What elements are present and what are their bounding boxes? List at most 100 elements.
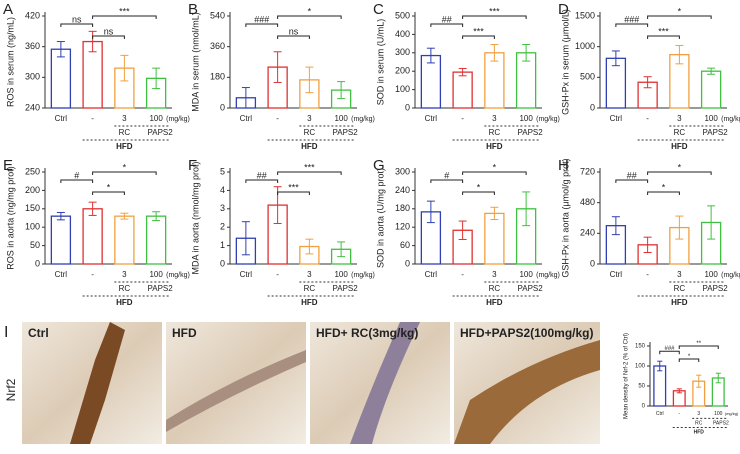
subgroup-label: RC bbox=[674, 284, 686, 293]
x-tick-label: 3 bbox=[697, 411, 700, 417]
dose-unit: (mg/kg) bbox=[721, 272, 740, 279]
significance-bracket bbox=[60, 23, 94, 27]
x-tick-label: Ctrl bbox=[656, 411, 664, 417]
significance-label: *** bbox=[489, 6, 500, 16]
bar bbox=[452, 71, 473, 109]
subgroup-label: RC bbox=[695, 420, 703, 426]
x-tick-label: Ctrl bbox=[240, 270, 253, 279]
y-tick-label: 480 bbox=[580, 197, 595, 207]
x-tick-label: Ctrl bbox=[55, 270, 68, 279]
y-tick-label: 300 bbox=[395, 47, 410, 57]
y-tick-label: 1 bbox=[220, 240, 225, 250]
subgroup-label: PAPS2 bbox=[148, 284, 174, 293]
x-tick-label: - bbox=[646, 114, 649, 123]
significance-label: * bbox=[678, 6, 682, 16]
significance-bracket bbox=[647, 171, 712, 175]
significance-bracket bbox=[277, 35, 310, 39]
x-tick-label: 3 bbox=[307, 270, 312, 279]
tissue bbox=[350, 322, 420, 444]
x-tick-label: - bbox=[678, 411, 680, 417]
y-tick-label: 180 bbox=[395, 203, 410, 213]
group-label: HFD bbox=[301, 298, 318, 307]
y-tick-label: 360 bbox=[210, 41, 225, 51]
significance-bracket bbox=[615, 23, 649, 27]
x-tick-label: 100 bbox=[149, 270, 163, 279]
significance-label: ## bbox=[257, 170, 267, 180]
subgroup-label: PAPS2 bbox=[518, 284, 544, 293]
x-tick-label: 100 bbox=[519, 270, 533, 279]
x-tick-label: 100 bbox=[704, 114, 718, 123]
panel-letter: G bbox=[373, 157, 385, 174]
significance-label: ns bbox=[72, 14, 82, 24]
y-tick-label: 120 bbox=[395, 222, 410, 232]
dose-unit: (mg/kg) bbox=[536, 116, 560, 123]
y-tick-label: 240 bbox=[25, 102, 40, 112]
significance-label: ### bbox=[664, 346, 675, 352]
significance-bracket bbox=[92, 35, 125, 39]
significance-bracket bbox=[430, 179, 464, 183]
y-tick-label: 0 bbox=[590, 102, 595, 112]
x-tick-label: 100 bbox=[714, 411, 723, 417]
y-tick-label: 2 bbox=[220, 222, 225, 232]
subgroup-label: RC bbox=[674, 128, 686, 137]
panel-letter: B bbox=[188, 1, 198, 18]
subgroup-label: RC bbox=[304, 284, 316, 293]
y-tick-label: 720 bbox=[580, 166, 595, 176]
significance-label: # bbox=[444, 170, 449, 180]
significance-bracket bbox=[462, 191, 495, 195]
bar bbox=[145, 215, 167, 265]
significance-label: * bbox=[107, 182, 111, 192]
x-tick-label: 3 bbox=[122, 270, 127, 279]
dose-unit: (mg/kg) bbox=[725, 411, 739, 416]
y-tick-label: 100 bbox=[635, 364, 646, 370]
significance-bracket bbox=[277, 191, 310, 195]
y-axis-label: Mean density of Nrf-2 (% of Ctrl) bbox=[623, 333, 629, 419]
significance-bracket bbox=[245, 179, 279, 183]
x-tick-label: - bbox=[91, 114, 94, 123]
dose-unit: (mg/kg) bbox=[351, 272, 375, 279]
y-tick-label: 0 bbox=[405, 258, 410, 268]
group-label: HFD bbox=[486, 298, 503, 307]
group-label: HFD bbox=[116, 298, 133, 307]
significance-label: *** bbox=[288, 182, 299, 192]
significance-bracket bbox=[647, 191, 680, 195]
panel-letter: E bbox=[3, 157, 13, 174]
tissue bbox=[454, 340, 600, 444]
significance-label: *** bbox=[304, 162, 315, 172]
significance-label: * bbox=[678, 162, 682, 172]
y-tick-label: 180 bbox=[210, 72, 225, 82]
group-label: HFD bbox=[486, 142, 503, 151]
y-tick-label: 100 bbox=[395, 84, 410, 94]
micrograph-caption: HFD+ RC(3mg/kg) bbox=[316, 326, 418, 340]
y-axis-label: MDA in aorta (nmol/mg prot) bbox=[190, 161, 200, 274]
significance-bracket bbox=[647, 15, 712, 19]
significance-label: * bbox=[662, 182, 666, 192]
subgroup-label: PAPS2 bbox=[713, 420, 729, 426]
dose-unit: (mg/kg) bbox=[351, 116, 375, 123]
micrograph-caption: HFD bbox=[172, 326, 197, 340]
panel-letter: F bbox=[188, 157, 197, 174]
subgroup-label: PAPS2 bbox=[333, 128, 359, 137]
y-tick-label: 240 bbox=[395, 185, 410, 195]
significance-bracket bbox=[92, 191, 125, 195]
y-tick-label: 5 bbox=[220, 166, 225, 176]
bar bbox=[653, 365, 667, 407]
significance-bracket bbox=[462, 35, 495, 39]
significance-bracket bbox=[659, 350, 680, 355]
dose-unit: (mg/kg) bbox=[166, 116, 190, 123]
y-tick-label: 240 bbox=[580, 228, 595, 238]
significance-label: ## bbox=[442, 14, 452, 24]
significance-label: * bbox=[493, 162, 497, 172]
x-tick-label: Ctrl bbox=[610, 114, 623, 123]
x-tick-label: 100 bbox=[334, 270, 348, 279]
significance-label: # bbox=[74, 170, 79, 180]
x-tick-label: - bbox=[276, 114, 279, 123]
dose-unit: (mg/kg) bbox=[166, 272, 190, 279]
significance-bracket bbox=[615, 179, 649, 183]
significance-bracket bbox=[647, 35, 680, 39]
subgroup-label: RC bbox=[304, 128, 316, 137]
significance-bracket bbox=[60, 179, 94, 183]
y-tick-label: 200 bbox=[25, 185, 40, 195]
y-tick-label: 500 bbox=[395, 10, 410, 20]
